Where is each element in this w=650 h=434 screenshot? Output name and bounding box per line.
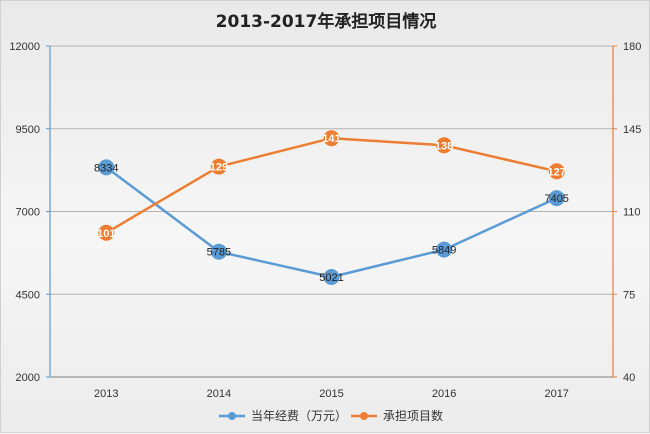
- right-axis-tick-label: 75: [623, 289, 635, 301]
- series-2-data-label: 138: [435, 140, 453, 152]
- series-2-point: [210, 158, 227, 175]
- series-2-data-label: 101: [97, 228, 115, 240]
- series-1-point: [323, 269, 340, 286]
- left-axis-tick-label: 4500: [16, 289, 40, 301]
- series-1-point: [210, 243, 227, 260]
- x-axis-tick-label: 2013: [94, 388, 118, 400]
- series-2-point: [436, 137, 453, 154]
- legend-marker-2: [360, 412, 368, 420]
- left-axis-tick-label: 2000: [16, 372, 40, 384]
- legend: 当年经费（万元） 承担项目数: [219, 408, 443, 423]
- x-axis-tick-label: 2017: [544, 388, 568, 400]
- right-axis-tick-label: 180: [623, 41, 641, 53]
- legend-label-2: 承担项目数: [383, 408, 443, 423]
- series-1-data-label: 7405: [544, 193, 568, 205]
- chart-title: 2013-2017年承担项目情况: [216, 11, 437, 32]
- series-line-1: [105, 166, 558, 279]
- left-axis-tick-label: 9500: [16, 124, 40, 136]
- series-1-point: [98, 159, 115, 176]
- x-axis-tick-label: 2015: [319, 388, 343, 400]
- x-axis-tick-label: 2014: [207, 388, 231, 400]
- series-2-data-label: 129: [210, 162, 228, 174]
- left-axis-tick-label: 7000: [16, 207, 40, 219]
- legend-label-1: 当年经费（万元）: [251, 409, 347, 423]
- left-axis-tick-label: 12000: [9, 41, 40, 53]
- series-2-data-label: 127: [548, 166, 566, 178]
- right-axis-tick-label: 145: [623, 124, 641, 136]
- series-2-data-label: 141: [322, 133, 340, 145]
- series-2-point: [323, 130, 340, 147]
- right-axis-tick-label: 110: [623, 207, 641, 219]
- series-2-point: [98, 224, 115, 241]
- legend-marker-1: [228, 412, 236, 420]
- series-1-point: [436, 241, 453, 258]
- series-2-point: [548, 163, 565, 180]
- series-1-point: [548, 190, 565, 207]
- x-axis-tick-label: 2016: [432, 388, 456, 400]
- series-1-data-label: 8334: [94, 162, 118, 174]
- series-1-data-label: 5785: [207, 247, 231, 259]
- plot-area: 2000 4500 7000 9500 12000 40 75 110 145 180 2013 20…: [9, 41, 641, 400]
- series-1-data-label: 5021: [319, 272, 343, 284]
- series-1-data-label: 5849: [432, 245, 456, 257]
- right-axis-tick-label: 40: [623, 372, 635, 384]
